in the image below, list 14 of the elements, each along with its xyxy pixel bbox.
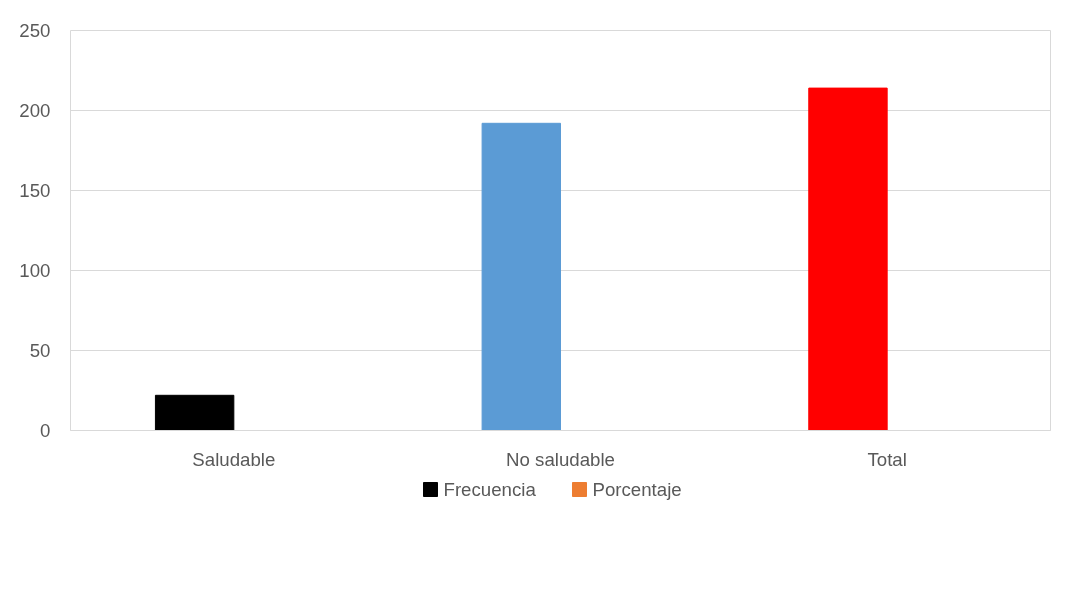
- y-tick-label: 250: [19, 20, 51, 41]
- y-tick-label: 100: [19, 260, 51, 281]
- legend-label: Porcentaje: [592, 479, 682, 500]
- x-tick-label: No saludable: [506, 448, 615, 470]
- y-tick-label: 50: [29, 340, 51, 361]
- bar: [808, 87, 888, 431]
- y-tick-label: 200: [19, 100, 51, 121]
- x-tick-label: Total: [867, 448, 907, 470]
- bar: [154, 394, 235, 431]
- legend-label: Frecuencia: [443, 479, 537, 500]
- bar: [481, 122, 561, 431]
- x-tick-label: Saludable: [192, 448, 276, 470]
- y-tick-label: 150: [19, 180, 51, 201]
- y-tick-label: 0: [40, 420, 51, 441]
